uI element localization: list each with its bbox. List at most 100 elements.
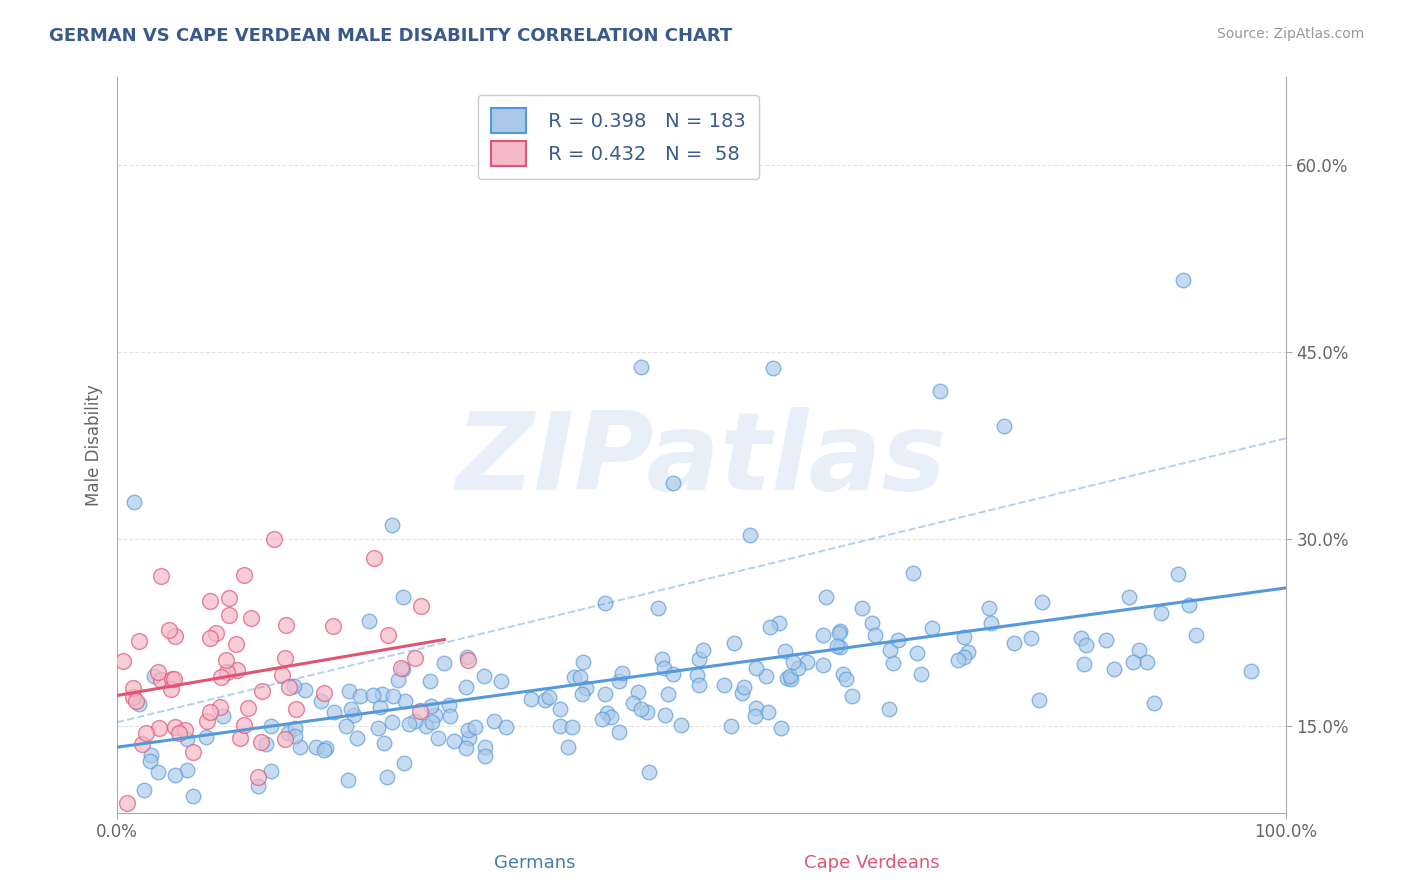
Point xyxy=(343,708,366,723)
Point xyxy=(811,657,834,672)
Point xyxy=(1136,656,1159,670)
Point xyxy=(159,682,181,697)
Point xyxy=(879,643,901,657)
Point xyxy=(335,718,357,732)
Point xyxy=(993,419,1015,434)
Point xyxy=(457,731,479,745)
Point xyxy=(217,665,239,680)
Point xyxy=(125,694,148,708)
Point xyxy=(215,653,238,667)
Point xyxy=(122,495,145,509)
Point xyxy=(713,678,735,692)
Point xyxy=(657,687,679,701)
Point xyxy=(630,360,652,375)
Point xyxy=(309,694,332,708)
Point xyxy=(198,632,221,646)
Point xyxy=(346,731,368,746)
Point xyxy=(731,686,754,700)
Point xyxy=(305,739,328,754)
Point xyxy=(776,671,799,685)
Point xyxy=(392,662,415,676)
Point xyxy=(181,789,204,804)
Point xyxy=(131,738,153,752)
Point xyxy=(233,567,256,582)
Point xyxy=(283,679,305,693)
Point xyxy=(946,653,969,667)
Text: GERMAN VS CAPE VERDEAN MALE DISABILITY CORRELATION CHART: GERMAN VS CAPE VERDEAN MALE DISABILITY C… xyxy=(49,27,733,45)
Point xyxy=(443,733,465,747)
Point xyxy=(1150,606,1173,620)
Point xyxy=(744,701,766,715)
Point xyxy=(323,705,346,719)
Point xyxy=(882,657,904,671)
Point xyxy=(208,700,231,714)
Point xyxy=(148,721,170,735)
Point xyxy=(1028,693,1050,707)
Point xyxy=(980,615,1002,630)
Point xyxy=(409,704,432,718)
Point xyxy=(209,670,232,684)
Point xyxy=(636,705,658,719)
Point xyxy=(688,652,710,666)
Point xyxy=(392,756,415,771)
Point xyxy=(593,596,616,610)
Point xyxy=(149,673,172,687)
Point xyxy=(745,661,768,675)
Point xyxy=(371,687,394,701)
Point xyxy=(415,719,437,733)
Point xyxy=(607,724,630,739)
Point xyxy=(368,700,391,714)
Point xyxy=(768,615,790,630)
Point xyxy=(692,642,714,657)
Point xyxy=(851,600,873,615)
Point xyxy=(373,736,395,750)
Point xyxy=(135,726,157,740)
Text: Source: ZipAtlas.com: Source: ZipAtlas.com xyxy=(1216,27,1364,41)
Point xyxy=(533,693,555,707)
Point xyxy=(288,740,311,755)
Point xyxy=(630,702,652,716)
Point xyxy=(828,625,851,640)
Point xyxy=(1122,655,1144,669)
Point xyxy=(260,764,283,779)
Point xyxy=(887,633,910,648)
Point xyxy=(260,719,283,733)
Point xyxy=(901,566,924,580)
Point xyxy=(472,669,495,683)
Point xyxy=(315,741,337,756)
Point xyxy=(464,720,486,734)
Point xyxy=(457,723,479,738)
Point xyxy=(176,763,198,777)
Point xyxy=(121,681,143,696)
Point xyxy=(349,690,371,704)
Point xyxy=(720,719,742,733)
Point xyxy=(782,656,804,670)
Point xyxy=(1104,662,1126,676)
Point xyxy=(425,708,447,723)
Point xyxy=(250,735,273,749)
Point xyxy=(1070,631,1092,645)
Point xyxy=(167,725,190,739)
Point xyxy=(780,673,803,687)
Point xyxy=(733,681,755,695)
Point xyxy=(139,747,162,762)
Point xyxy=(561,720,583,734)
Point xyxy=(811,627,834,641)
Point xyxy=(779,668,801,682)
Point xyxy=(744,709,766,723)
Point xyxy=(548,719,571,733)
Point xyxy=(398,717,420,731)
Point xyxy=(759,620,782,634)
Point xyxy=(271,667,294,681)
Point xyxy=(132,782,155,797)
Point xyxy=(361,689,384,703)
Point xyxy=(312,685,335,699)
Point xyxy=(1002,636,1025,650)
Point xyxy=(756,705,779,719)
Point xyxy=(723,636,745,650)
Point xyxy=(433,656,456,670)
Point xyxy=(661,667,683,681)
Point xyxy=(593,687,616,701)
Point xyxy=(128,697,150,711)
Point xyxy=(831,667,853,681)
